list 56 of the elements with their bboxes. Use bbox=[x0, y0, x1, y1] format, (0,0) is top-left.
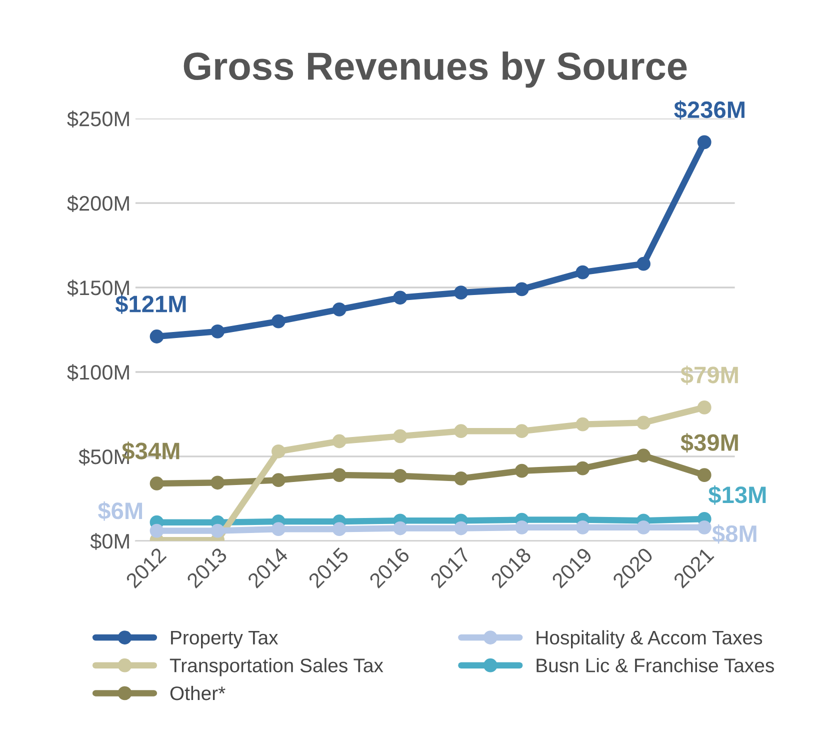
point bbox=[697, 468, 712, 482]
y-tick-label: $100M bbox=[67, 364, 129, 381]
point bbox=[454, 424, 468, 438]
point bbox=[150, 330, 164, 344]
point bbox=[150, 524, 164, 538]
point bbox=[576, 265, 590, 280]
point bbox=[576, 461, 590, 476]
chart-title: Gross Revenues by Source bbox=[184, 51, 687, 88]
point bbox=[332, 468, 346, 482]
point bbox=[393, 521, 408, 536]
point bbox=[576, 520, 590, 534]
point bbox=[393, 290, 408, 305]
legend-label: Other* bbox=[170, 686, 226, 700]
point bbox=[393, 429, 408, 444]
point bbox=[150, 476, 164, 490]
point bbox=[393, 468, 408, 483]
point bbox=[272, 522, 286, 536]
point bbox=[636, 448, 650, 463]
data-label: $8M bbox=[712, 524, 756, 544]
point bbox=[576, 417, 590, 432]
point bbox=[332, 302, 346, 316]
point bbox=[210, 524, 225, 538]
legend-label: Busn Lic & Franchise Taxes bbox=[536, 658, 774, 672]
data-label: $79M bbox=[680, 366, 738, 385]
point bbox=[272, 314, 286, 328]
data-label: $236M bbox=[674, 100, 744, 120]
data-label: $121M bbox=[115, 294, 186, 314]
data-label: $13M bbox=[708, 485, 766, 505]
legend-label: Property Tax bbox=[171, 630, 278, 648]
point bbox=[454, 471, 468, 486]
point bbox=[514, 424, 529, 438]
point bbox=[636, 256, 650, 271]
point bbox=[636, 520, 650, 534]
y-tick-label: $0M bbox=[90, 533, 129, 550]
point bbox=[697, 135, 712, 150]
data-label: $6M bbox=[98, 501, 142, 521]
point bbox=[272, 444, 286, 458]
y-tick-label: $250M bbox=[67, 110, 129, 128]
point bbox=[332, 522, 346, 536]
point bbox=[697, 520, 712, 534]
point bbox=[332, 434, 346, 448]
point bbox=[636, 416, 650, 430]
point bbox=[272, 473, 286, 488]
point bbox=[454, 286, 468, 300]
point bbox=[514, 282, 529, 296]
y-tick-label: $150M bbox=[67, 280, 129, 296]
point bbox=[210, 324, 225, 338]
data-label: $39M bbox=[680, 433, 738, 452]
point bbox=[210, 476, 225, 490]
point bbox=[514, 520, 529, 534]
legend-label: Transportation Sales Tax bbox=[170, 658, 384, 676]
legend-label: Hospitality & Accom Taxes bbox=[536, 630, 762, 648]
y-tick-label: $200M bbox=[67, 195, 129, 212]
point bbox=[697, 400, 712, 414]
point bbox=[514, 464, 529, 478]
point bbox=[454, 521, 468, 536]
